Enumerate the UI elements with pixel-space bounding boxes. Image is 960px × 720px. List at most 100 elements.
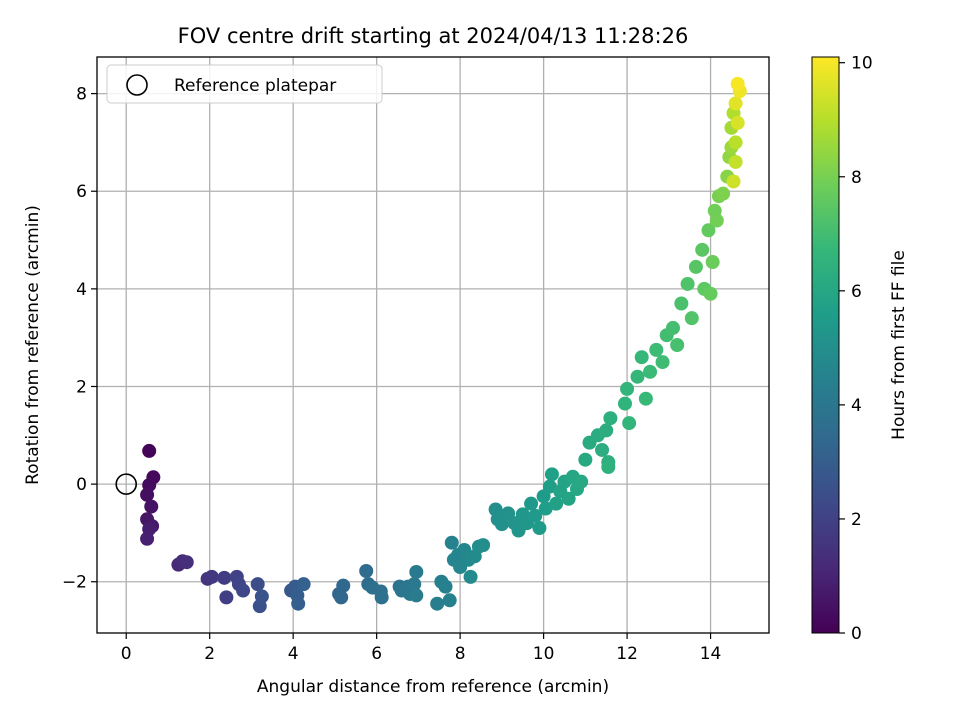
data-point [703, 286, 718, 301]
data-point [336, 578, 351, 593]
colorbar-tick-label: 0 [851, 624, 862, 644]
x-axis-label: Angular distance from reference (arcmin) [257, 677, 609, 697]
legend-label-reference: Reference platepar [174, 76, 336, 96]
colorbar-tick-label: 4 [851, 396, 862, 416]
y-tick-label: 2 [76, 377, 87, 397]
x-tick-label: 10 [533, 644, 555, 664]
data-point [494, 517, 509, 532]
data-point [666, 320, 680, 335]
data-point [219, 590, 234, 605]
data-point [359, 564, 374, 579]
data-point [476, 538, 491, 553]
x-tick-label: 8 [455, 644, 466, 664]
data-point [140, 487, 155, 502]
data-point [334, 590, 349, 605]
data-point [620, 381, 635, 396]
plot-area-frame [96, 56, 770, 634]
data-point [409, 588, 424, 603]
data-point [254, 589, 269, 604]
data-point [680, 276, 695, 291]
y-tick-label: 6 [76, 182, 87, 202]
y-axis-label: Rotation from reference (arcmin) [23, 205, 43, 485]
data-point [374, 590, 389, 605]
y-axis-ticks: −2 0 2 4 6 8 [62, 85, 97, 593]
data-point [599, 423, 614, 438]
legend-box [106, 64, 383, 104]
data-point [236, 583, 251, 598]
data-point [730, 76, 745, 91]
data-point [463, 569, 478, 584]
data-point [622, 416, 637, 431]
data-point [603, 411, 618, 426]
data-point [730, 115, 745, 130]
data-point [407, 577, 422, 592]
data-point [532, 521, 547, 536]
x-tick-label: 4 [288, 644, 299, 664]
data-point [538, 501, 553, 516]
data-point [204, 569, 219, 584]
data-point [296, 577, 311, 592]
colorbar-tick-label: 2 [851, 510, 862, 530]
data-point [442, 593, 457, 608]
data-point [524, 496, 539, 511]
data-point [728, 135, 743, 150]
data-point [684, 311, 699, 326]
data-point [578, 452, 593, 467]
data-point [688, 259, 703, 274]
data-point [695, 242, 710, 257]
data-point [655, 355, 670, 370]
data-point [142, 443, 157, 458]
data-point [561, 491, 576, 506]
y-tick-label: 4 [76, 280, 87, 300]
data-point [726, 174, 741, 189]
colorbar-label: Hours from first FF file [889, 250, 909, 440]
data-point [549, 496, 564, 511]
data-point [140, 531, 155, 546]
legend: Reference platepar [106, 64, 383, 104]
data-point [674, 296, 689, 311]
x-tick-label: 6 [371, 644, 382, 664]
data-point [618, 396, 632, 411]
x-axis-ticks: 0 2 4 6 8 10 12 14 [121, 633, 722, 664]
data-point [643, 364, 658, 379]
data-point [716, 186, 731, 201]
x-tick-label: 14 [700, 644, 722, 664]
data-point [444, 535, 459, 550]
data-point [438, 579, 453, 594]
x-tick-label: 0 [121, 644, 132, 664]
data-point [179, 555, 194, 570]
data-point [544, 467, 559, 482]
data-point [217, 570, 232, 585]
colorbar-tick-label: 6 [851, 282, 862, 302]
data-point [595, 442, 610, 457]
data-point [574, 474, 589, 489]
data-point [291, 596, 306, 611]
data-point [701, 223, 716, 238]
colorbar-ticks: 0 2 4 6 8 10 [839, 54, 873, 644]
data-point [728, 96, 743, 111]
data-point [528, 508, 543, 523]
data-point [638, 391, 653, 406]
legend-marker-reference [126, 74, 148, 96]
reference-point [115, 473, 138, 495]
data-point [705, 255, 720, 270]
data-point [430, 596, 445, 611]
y-tick-label: 8 [76, 85, 87, 105]
data-point [144, 499, 159, 514]
data-point [728, 154, 743, 169]
data-point [250, 577, 265, 592]
data-points [140, 76, 747, 614]
x-tick-label: 12 [616, 644, 638, 664]
chart-title: FOV centre drift starting at 2024/04/13 … [178, 24, 689, 48]
data-point [601, 460, 616, 475]
x-tick-label: 2 [204, 644, 215, 664]
data-point [542, 479, 557, 494]
colorbar [811, 56, 840, 634]
y-tick-label: 0 [76, 475, 87, 495]
data-point [709, 213, 724, 228]
data-point [409, 564, 424, 579]
data-point [670, 338, 685, 352]
data-point [634, 350, 649, 365]
data-point [649, 342, 664, 357]
